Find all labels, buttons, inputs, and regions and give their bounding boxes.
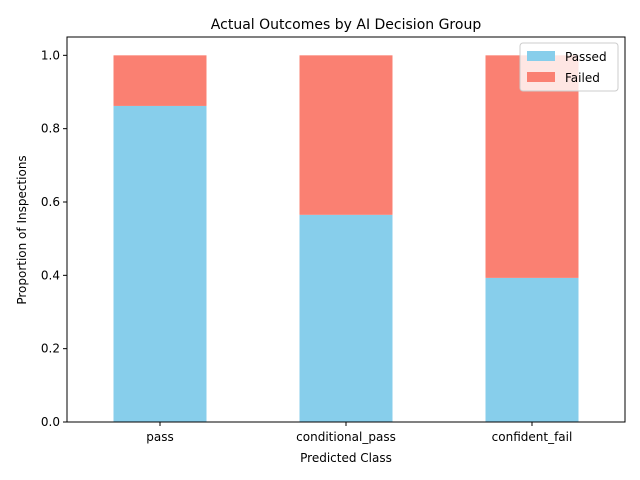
bars-group [113,55,579,422]
legend-label-passed: Passed [565,50,607,64]
y-tick-label: 0.2 [41,342,60,356]
chart-title: Actual Outcomes by AI Decision Group [211,17,482,33]
legend-swatch-passed [527,51,555,61]
y-tick-label: 0.8 [41,122,60,136]
legend: Passed Failed [519,42,619,92]
bar-passed-pass [113,105,207,422]
x-axis-title: Predicted Class [300,451,392,465]
y-ticks-group: 0.0 0.2 0.4 0.6 0.8 1.0 [41,48,67,429]
y-axis-title: Proportion of Inspections [15,155,29,304]
x-tick-label: confident_fail [492,430,573,444]
bar-passed-conditional_pass [299,214,393,422]
bar-failed-confident_fail [485,55,579,278]
legend-label-failed: Failed [565,71,600,85]
x-tick-label: pass [146,430,173,444]
y-tick-label: 0.0 [41,415,60,429]
bar-passed-confident_fail [485,277,579,422]
bar-failed-conditional_pass [299,55,393,215]
legend-swatch-failed [527,72,555,82]
x-ticks-group: pass conditional_pass confident_fail [146,422,572,444]
y-tick-label: 0.4 [41,268,60,282]
x-tick-label: conditional_pass [296,430,396,444]
y-tick-label: 1.0 [41,48,60,62]
bar-failed-pass [113,55,207,106]
y-tick-label: 0.6 [41,195,60,209]
